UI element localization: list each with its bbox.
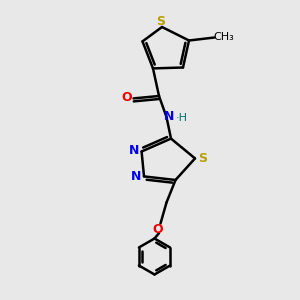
Text: S: S bbox=[198, 152, 207, 165]
Text: O: O bbox=[153, 223, 164, 236]
Text: N: N bbox=[164, 110, 175, 123]
Text: N: N bbox=[131, 170, 142, 184]
Text: N: N bbox=[129, 144, 139, 158]
Text: O: O bbox=[122, 91, 132, 104]
Text: ·H: ·H bbox=[176, 112, 188, 123]
Text: CH₃: CH₃ bbox=[213, 32, 234, 42]
Text: S: S bbox=[156, 15, 165, 28]
